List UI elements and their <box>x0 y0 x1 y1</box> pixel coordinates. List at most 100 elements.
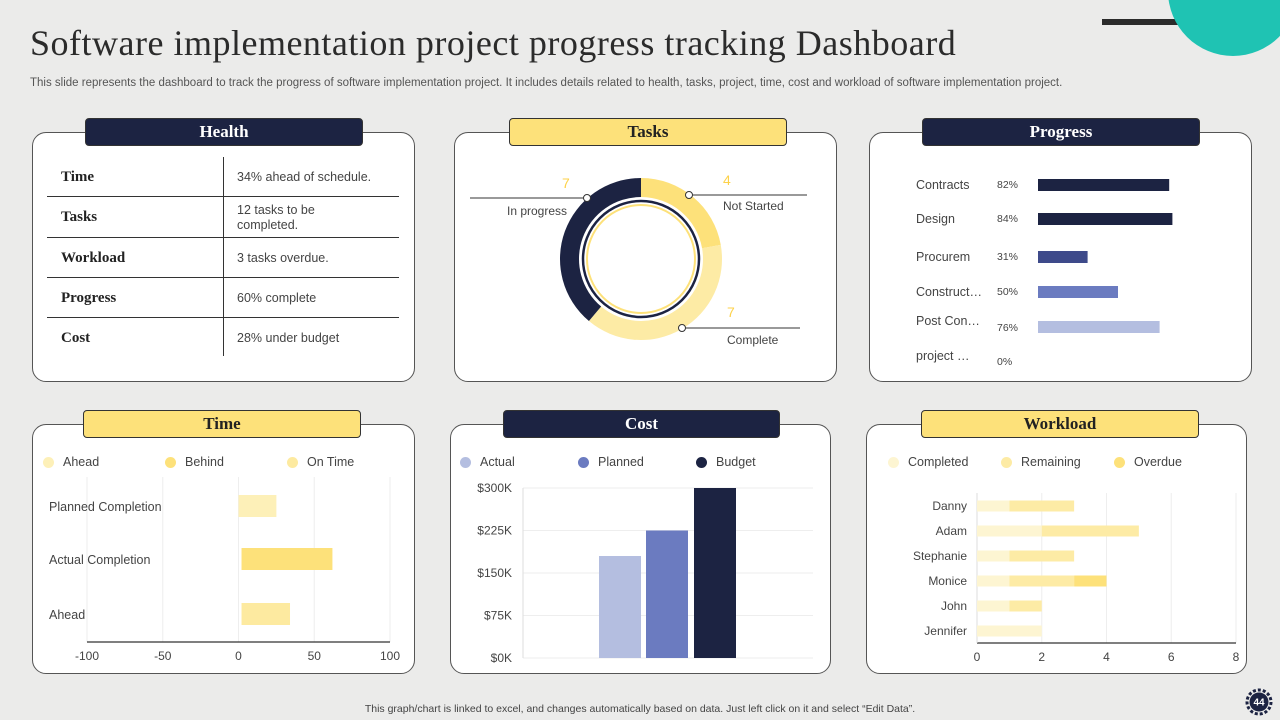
workload-bar <box>977 625 1042 637</box>
legend-ahead: Ahead <box>43 455 99 469</box>
time-bar-chart: -100 -50 0 50 100 Planned Completion Actual Co… <box>49 477 400 663</box>
progress-bar <box>1038 321 1160 333</box>
health-title: Health <box>85 118 363 146</box>
workload-bar <box>1009 575 1075 587</box>
data-label: 0% <box>997 356 1012 368</box>
legend-dot <box>287 456 298 468</box>
donut-slice <box>560 178 641 322</box>
page-subtitle: This slide represents the dashboard to t… <box>30 77 1063 89</box>
tick-label: 8 <box>1233 650 1240 664</box>
health-label: Time <box>61 169 95 185</box>
category-label: project … <box>916 349 970 363</box>
health-value: 60% complete <box>237 290 317 305</box>
progress-title: Progress <box>922 118 1200 146</box>
data-label: 7 <box>562 175 570 191</box>
workload-bar <box>1041 525 1139 537</box>
cost-bar-chart: $0K $75K $150K $225K $300K <box>477 481 813 665</box>
health-card: Time 34% ahead of schedule. Tasks 12 tas… <box>32 132 415 382</box>
legend-actual: Actual <box>460 455 515 469</box>
workload-bar <box>977 600 1010 612</box>
page-number: 44 <box>1253 698 1265 709</box>
health-row: Workload 3 tasks overdue. <box>47 238 399 278</box>
cost-bar <box>599 556 641 658</box>
progress-bar <box>1038 286 1118 298</box>
tick-label: $150K <box>477 566 512 580</box>
workload-bar <box>977 550 1010 562</box>
cost-bar <box>646 530 688 658</box>
callout-marker <box>583 194 591 202</box>
workload-bar <box>1009 600 1042 612</box>
health-value: 12 tasks to be completed. <box>237 202 315 232</box>
category-label: Complete <box>727 333 779 347</box>
data-label: 76% <box>997 322 1018 334</box>
donut-inner-ring <box>581 199 701 319</box>
donut-slice <box>641 178 721 249</box>
health-label: Progress <box>61 290 117 306</box>
legend-on-time: On Time <box>287 455 354 469</box>
health-row: Cost 28% under budget <box>47 318 399 358</box>
health-row: Time 34% ahead of schedule. <box>47 157 399 197</box>
legend-dot <box>578 456 589 468</box>
page-title: Software implementation project progress… <box>30 23 957 63</box>
tick-label: 6 <box>1168 650 1175 664</box>
data-label: 7 <box>727 304 735 320</box>
cost-bar <box>694 488 736 658</box>
tasks-card: 4 Not Started 7 In progress 7 Complete <box>454 132 837 382</box>
legend-overdue: Overdue <box>1114 455 1182 469</box>
workload-card: Completed Remaining Overdue 0 2 4 6 8 Danny Ad… <box>866 424 1247 674</box>
tick-label: $225K <box>477 524 512 538</box>
workload-bar <box>1009 500 1075 512</box>
tick-label: $75K <box>484 609 512 623</box>
tick-label: $0K <box>491 651 512 665</box>
callout-marker <box>685 191 693 199</box>
data-label: 84% <box>997 213 1018 225</box>
progress-bar <box>1038 213 1173 225</box>
legend-label: Remaining <box>1021 455 1081 469</box>
legend-label: Ahead <box>63 455 100 469</box>
data-label: 82% <box>997 179 1018 191</box>
category-label: Actual Completion <box>49 553 150 567</box>
time-card: Ahead Behind On Time -100 -50 0 50 100 Planne… <box>32 424 415 674</box>
legend-dot <box>43 456 54 468</box>
data-label: 50% <box>997 286 1018 298</box>
workload-bar <box>1074 575 1107 587</box>
tick-label: 100 <box>380 649 400 663</box>
progress-bar <box>1038 251 1088 263</box>
health-value: 28% under budget <box>237 330 340 345</box>
category-label: Ahead <box>49 608 85 622</box>
data-label: 4 <box>723 172 731 188</box>
workload-title: Workload <box>921 410 1199 438</box>
category-label: Planned Completion <box>49 500 162 514</box>
legend-dot <box>165 456 176 468</box>
category-label: Adam <box>936 524 967 538</box>
health-value: 3 tasks overdue. <box>237 250 329 265</box>
workload-bar <box>977 525 1042 537</box>
legend-label: Completed <box>908 455 969 469</box>
category-label: Design <box>916 212 955 226</box>
legend-behind: Behind <box>165 455 224 469</box>
tasks-donut-chart: 4 Not Started 7 In progress 7 Complete <box>470 172 807 347</box>
footer-note: This graph/chart is linked to excel, and… <box>364 703 916 715</box>
category-label: In progress <box>507 204 567 218</box>
tick-label: 50 <box>308 649 322 663</box>
tick-label: 4 <box>1103 650 1110 664</box>
legend-label: Planned <box>598 455 644 469</box>
tick-label: -100 <box>75 649 99 663</box>
progress-card: Contracts 82% Design 84% Procurem 31% Construc… <box>869 132 1252 382</box>
workload-bar <box>1009 550 1075 562</box>
legend-label: Behind <box>185 455 224 469</box>
data-label: 31% <box>997 251 1018 263</box>
health-label: Cost <box>61 330 91 346</box>
decorative-circle <box>1168 0 1280 56</box>
time-bar <box>238 495 277 517</box>
cost-card: Actual Planned Budget $0K $75K $150K $225K $… <box>450 424 831 674</box>
health-table-divider <box>223 157 224 356</box>
legend-completed: Completed <box>888 455 968 469</box>
time-bar <box>241 603 291 625</box>
category-label: Danny <box>932 499 967 513</box>
legend-label: Budget <box>716 455 756 469</box>
category-label: Procurem <box>916 250 970 264</box>
workload-bar <box>977 500 1010 512</box>
progress-bar-chart: Contracts 82% Design 84% Procurem 31% Construc… <box>916 178 1173 368</box>
time-title: Time <box>83 410 361 438</box>
